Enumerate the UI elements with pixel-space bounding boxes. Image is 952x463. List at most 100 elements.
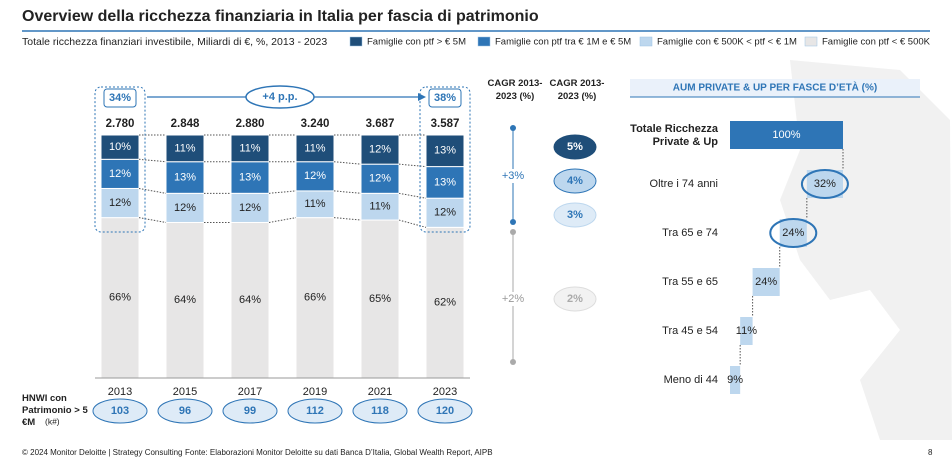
hnwi-value: 120 <box>436 405 454 417</box>
waterfall-bar <box>779 219 807 247</box>
title: Overview della ricchezza finanziaria in … <box>22 8 539 25</box>
cagr-header: CAGR 2013-2023 (%) <box>550 78 605 102</box>
bar-segment <box>230 192 270 223</box>
bar-segment <box>165 221 205 379</box>
bar-value-label: 13% <box>174 171 196 183</box>
x-tick-label: 2019 <box>303 386 327 398</box>
waterfall-category: Tra 55 e 65 <box>662 276 718 288</box>
x-tick-label: 2015 <box>173 386 197 398</box>
hnwi-oval <box>92 398 148 424</box>
footer-source: Fonte: Elaborazioni Monitor Deloitte su … <box>185 448 493 457</box>
bar-value-label: 13% <box>239 171 261 183</box>
bar-value-label: 13% <box>434 176 456 188</box>
bar-value-label: 12% <box>369 143 391 155</box>
x-tick-label: 2013 <box>108 386 132 398</box>
change-oval <box>245 85 315 109</box>
hnwi-oval <box>157 398 213 424</box>
connector <box>333 161 362 165</box>
bar-segment <box>100 134 140 160</box>
bar-value-label: 65% <box>369 293 391 305</box>
cagr-group-bg <box>498 292 528 306</box>
bar-value-label: 12% <box>174 202 196 214</box>
bar-value-label: 11% <box>304 198 325 210</box>
waterfall-bar <box>740 317 753 345</box>
connector <box>138 158 167 163</box>
waterfall-bar <box>806 170 843 198</box>
connector <box>138 217 167 223</box>
bar-segment <box>230 134 270 163</box>
page-number: 8 <box>928 448 933 457</box>
cagr-bubble <box>553 168 597 194</box>
connector <box>398 219 427 228</box>
waterfall-category: Tra 45 e 54 <box>662 325 718 337</box>
bar-value-label: 11% <box>239 142 260 154</box>
legend-swatch <box>804 36 818 47</box>
bar-value-label: 12% <box>304 170 326 182</box>
waterfall-value: 24% <box>782 227 804 239</box>
bar-segment <box>425 134 465 168</box>
legend-label: Famiglie con ptf > € 5M <box>367 37 466 48</box>
cagr-value: 3% <box>567 209 583 221</box>
waterfall-value: 32% <box>814 178 836 190</box>
hnwi-value: 103 <box>111 405 129 417</box>
bar-total-label: 2.780 <box>106 118 135 130</box>
bar-value-label: 66% <box>304 292 326 304</box>
highlight-box <box>94 86 146 233</box>
legend-swatch <box>349 36 363 47</box>
bar-value-label: 12% <box>109 168 131 180</box>
hnwi-oval <box>352 398 408 424</box>
cagr-value: 5% <box>567 141 583 153</box>
waterfall-category: Totale Ricchezza Private & Up <box>630 123 719 148</box>
bar-segment <box>100 158 140 189</box>
bar-value-label: 12% <box>109 197 131 209</box>
waterfall-title: AUM PRIVATE & UP PER FASCE D’ETÀ (%) <box>673 81 877 94</box>
cagr-header: CAGR 2013-2023 (%) <box>488 78 543 102</box>
bar-value-label: 66% <box>109 292 131 304</box>
connector <box>333 190 362 194</box>
hnwi-value: 112 <box>306 405 324 417</box>
cagr-dot <box>510 125 516 131</box>
annotation-box <box>103 88 137 108</box>
waterfall-category: Oltre i 74 anni <box>650 178 718 190</box>
bar-value-label: 12% <box>239 202 261 214</box>
change-label: +4 p.p. <box>262 91 297 103</box>
panel-title-bg <box>630 79 920 97</box>
highlight-box <box>419 86 471 233</box>
waterfall-value: 9% <box>727 374 743 386</box>
bar-segment <box>360 163 400 194</box>
legend-label: Famiglie con ptf tra € 1M e € 5M <box>495 37 631 48</box>
connector <box>268 217 297 223</box>
bar-segment <box>165 192 205 223</box>
footer-copyright: © 2024 Monitor Deloitte | Strategy Consu… <box>22 448 183 457</box>
connector <box>398 192 427 199</box>
bar-total-label: 3.587 <box>431 118 460 130</box>
x-tick-label: 2017 <box>238 386 262 398</box>
waterfall-highlight <box>800 169 849 199</box>
bar-segment <box>295 134 335 163</box>
bar-segment <box>360 134 400 165</box>
bar-total-label: 3.687 <box>366 118 395 130</box>
bar-value-label: 12% <box>434 207 456 219</box>
bar-value-label: 11% <box>304 142 325 154</box>
bar-segment <box>230 221 270 379</box>
waterfall-value: 100% <box>772 129 800 141</box>
connector <box>333 217 362 221</box>
cagr-dot <box>510 219 516 225</box>
bar-value-label: 12% <box>369 173 391 185</box>
hnwi-oval <box>287 398 343 424</box>
legend-label: Famiglie con € 500K < ptf < € 1M <box>657 37 797 48</box>
hnwi-oval <box>222 398 278 424</box>
bar-value-label: 11% <box>369 201 390 213</box>
bar-segment <box>360 192 400 221</box>
hnwi-unit: (k#) <box>45 416 60 426</box>
cagr-bubble <box>553 134 597 160</box>
waterfall-bar <box>730 366 741 394</box>
bar-segment <box>100 187 140 219</box>
map-background <box>780 60 952 440</box>
bar-total-label: 2.848 <box>171 118 200 130</box>
cagr-value: 2% <box>567 293 583 305</box>
hnwi-label: HNWI con Patrimonio > 5 €M <box>22 393 88 428</box>
cagr-bubble <box>553 286 597 312</box>
hnwi-value: 118 <box>371 405 389 417</box>
annotation: 34% <box>109 92 131 104</box>
